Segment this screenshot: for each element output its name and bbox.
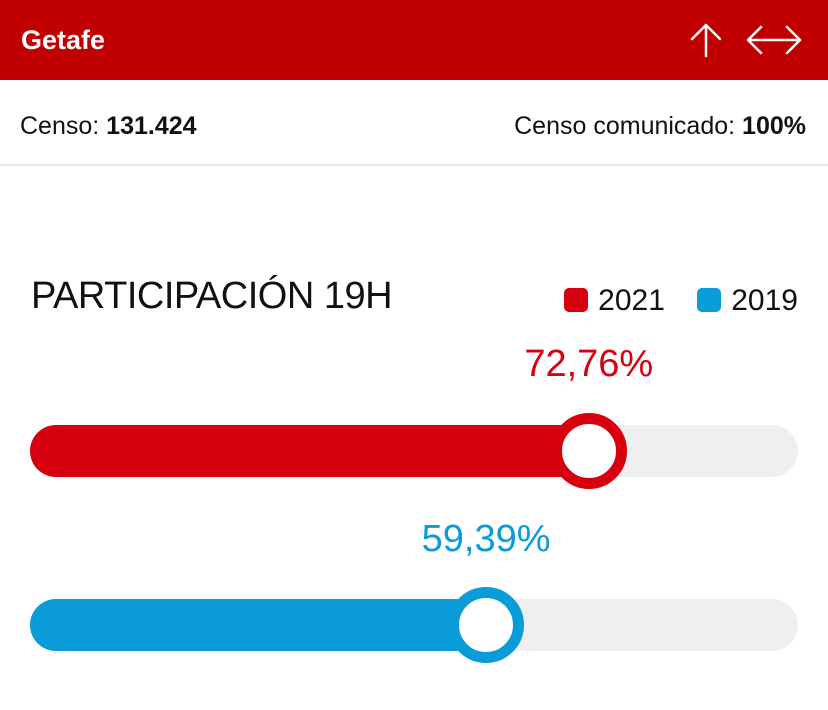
participation-2019-knob[interactable] (448, 587, 525, 663)
participation-2021-track (30, 413, 798, 489)
legend-label-2019: 2019 (731, 284, 798, 317)
census-reported-value: 100% (742, 112, 806, 140)
census-reported-label: Censo comunicado: (514, 112, 736, 140)
municipality-title: Getafe (21, 25, 106, 55)
census-value: 131.424 (106, 112, 197, 140)
participation-2019-percent: 59,39% (421, 518, 551, 560)
census-reported-info: Censo comunicado: 100% (514, 110, 806, 142)
participation-2019-fill (30, 599, 487, 651)
participation-2021-knob[interactable] (550, 413, 627, 489)
legend: 2021 2019 (540, 284, 798, 318)
participation-2021-percent: 72,76% (524, 343, 654, 385)
participation-title: PARTICIPACIÓN 19H (31, 275, 393, 317)
census-bar: Censo: 131.424 Censo comunicado: 100% (0, 80, 828, 166)
census-info: Censo: 131.424 (20, 110, 197, 142)
participation-2019-track (30, 587, 798, 663)
legend-label-2021: 2021 (598, 284, 665, 317)
expand-horizontal-icon[interactable] (744, 20, 804, 60)
app-header: Getafe (0, 0, 828, 80)
legend-swatch-2019 (697, 288, 722, 312)
arrow-up-icon[interactable] (686, 20, 726, 60)
participation-2021-fill (30, 425, 589, 477)
census-label: Censo: (20, 112, 100, 140)
legend-item-2019: 2019 (697, 284, 798, 318)
legend-item-2021: 2021 (564, 284, 665, 318)
legend-swatch-2021 (564, 288, 589, 312)
